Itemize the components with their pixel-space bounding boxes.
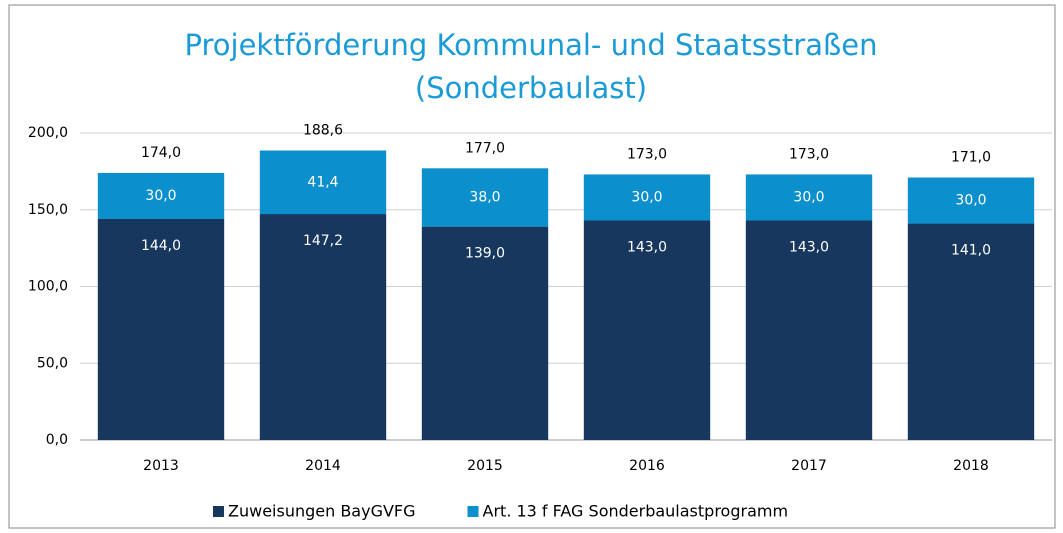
value-label: 143,0	[627, 239, 667, 255]
legend-swatch	[213, 506, 224, 517]
value-label: 143,0	[789, 239, 829, 255]
x-tick-label: 2017	[791, 458, 827, 474]
value-label: 30,0	[631, 189, 662, 205]
total-label: 174,0	[141, 145, 181, 161]
chart-title: Projektförderung Kommunal- und Staatsstr…	[185, 28, 878, 62]
bar-segment	[97, 172, 225, 219]
chart-title: (Sonderbaulast)	[415, 71, 647, 105]
bar-segment	[745, 174, 873, 221]
bar-segment	[421, 226, 549, 440]
value-label: 41,4	[307, 174, 338, 190]
y-tick-label: 0,0	[46, 432, 68, 448]
x-tick-label: 2013	[143, 458, 179, 474]
value-label: 141,0	[951, 243, 991, 259]
total-label: 173,0	[627, 146, 667, 162]
bar-segment	[583, 220, 711, 440]
total-label: 171,0	[951, 150, 991, 166]
bar-segment	[745, 220, 873, 440]
x-tick-label: 2016	[629, 458, 665, 474]
x-tick-label: 2015	[467, 458, 503, 474]
x-tick-label: 2018	[953, 458, 989, 474]
value-label: 30,0	[955, 193, 986, 209]
value-label: 30,0	[145, 188, 176, 204]
value-label: 144,0	[141, 238, 181, 254]
y-tick-label: 200,0	[28, 125, 68, 141]
bar-segment	[583, 174, 711, 221]
total-label: 188,6	[303, 122, 343, 138]
legend-swatch	[467, 506, 479, 517]
y-tick-label: 150,0	[28, 202, 68, 218]
y-tick-label: 50,0	[37, 355, 68, 371]
value-label: 30,0	[793, 189, 824, 205]
y-tick-label: 100,0	[28, 279, 68, 295]
chart-frame	[8, 4, 1056, 529]
value-label: 139,0	[465, 246, 505, 262]
bar-segment	[259, 150, 387, 215]
x-tick-label: 2014	[305, 458, 341, 474]
bar-segment	[259, 214, 387, 440]
bar-segment	[421, 168, 549, 227]
bar-segment	[907, 177, 1035, 224]
bar-segment	[907, 223, 1035, 440]
legend-label: Zuweisungen BayGVFG	[228, 502, 416, 521]
value-label: 147,2	[303, 233, 343, 249]
total-label: 177,0	[465, 140, 505, 156]
legend-label: Art. 13 f FAG Sonderbaulastprogramm	[483, 502, 789, 521]
total-label: 173,0	[789, 146, 829, 162]
value-label: 38,0	[469, 189, 500, 205]
bar-segment	[97, 218, 225, 440]
